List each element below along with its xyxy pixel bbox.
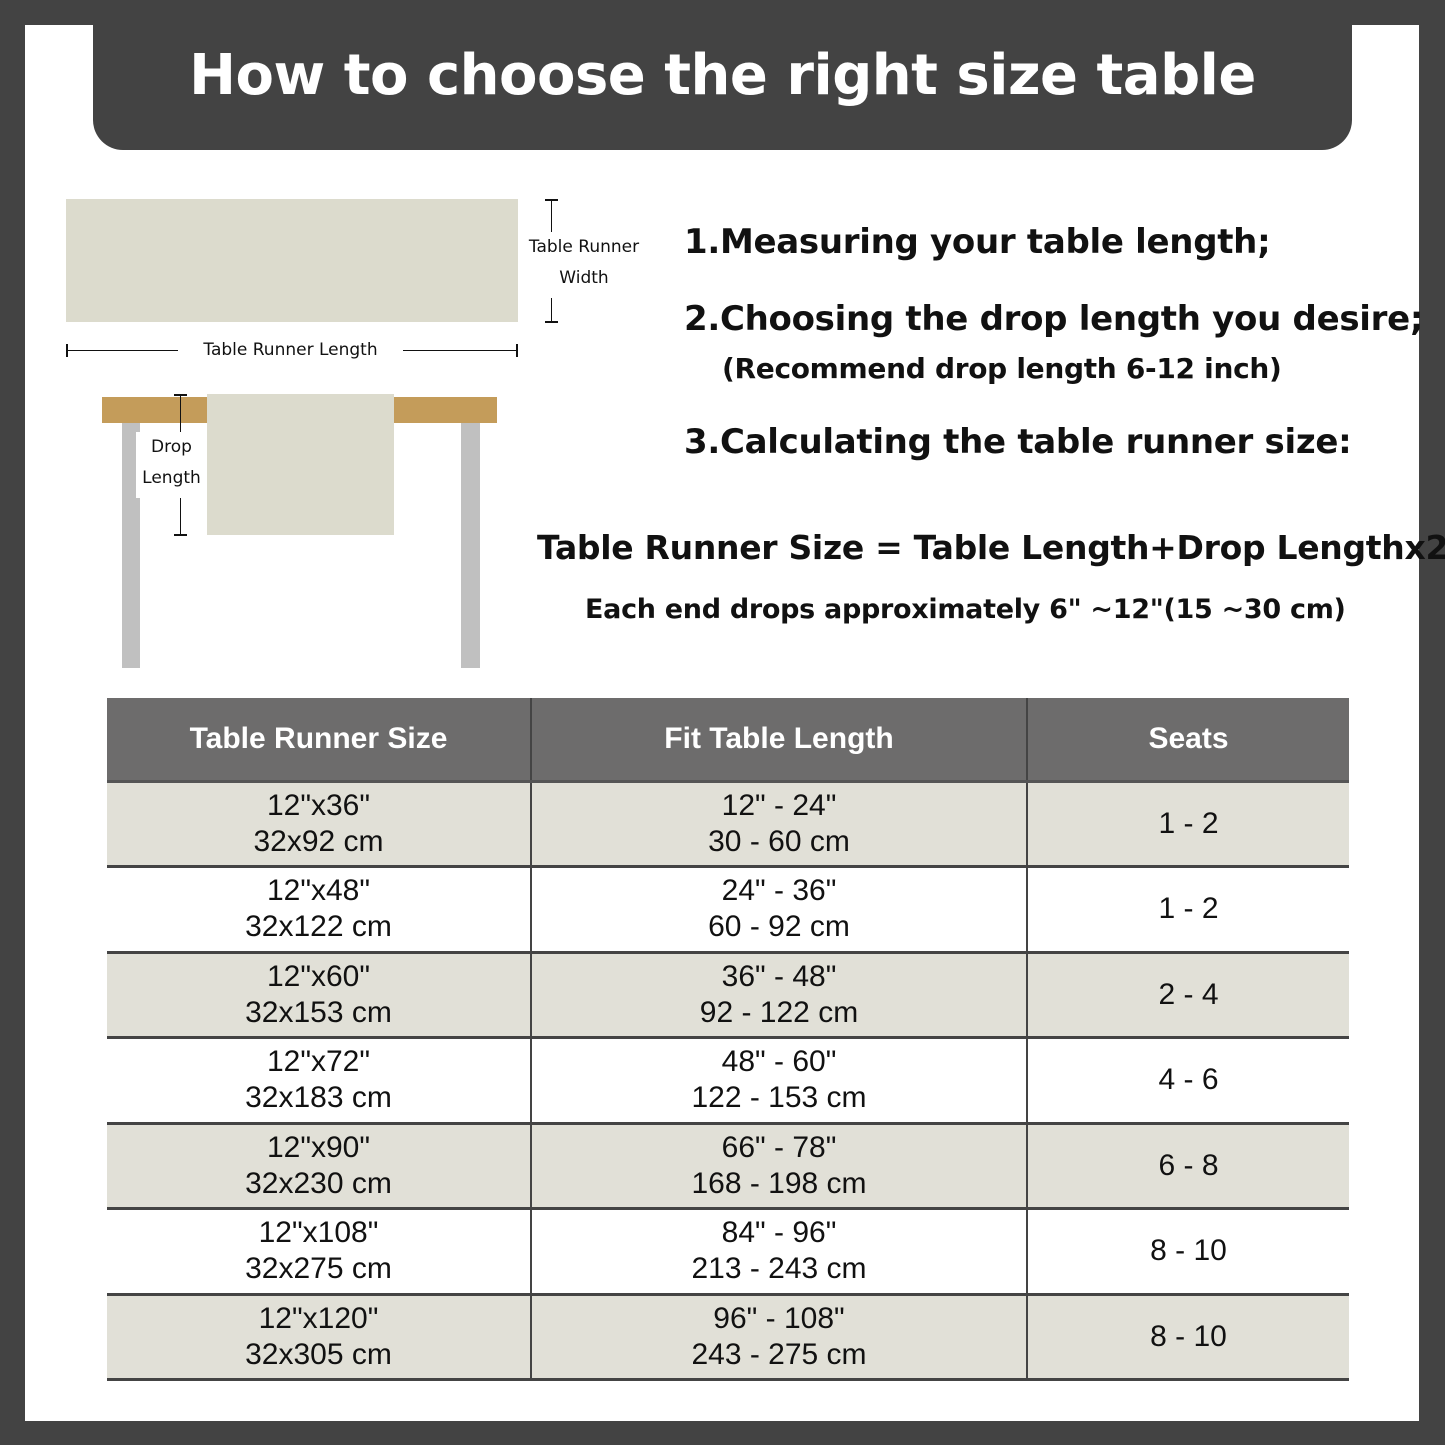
runner-size-cell: 12"x36" 32x92 cm (107, 781, 532, 868)
table-row: 12"x36" 32x92 cm 12" - 24" 30 - 60 cm 1 - … (107, 781, 1349, 868)
drop-label-line2: Length (142, 468, 201, 488)
seats-cell: 4 - 6 (1027, 1037, 1349, 1125)
length-inches: 96" - 108" (713, 1301, 845, 1335)
fit-length-cell: 24" - 36" 60 - 92 cm (531, 866, 1028, 954)
drop-arrow-cap-top (174, 394, 187, 396)
seats-cell: 2 - 4 (1027, 952, 1349, 1039)
header-fit-table-length: Fit Table Length (531, 698, 1028, 783)
seats-cell: 8 - 10 (1027, 1294, 1349, 1381)
formula: Table Runner Size = Table Length+Drop Le… (537, 528, 1445, 567)
width-label-line1: Table Runner (528, 237, 640, 257)
seats-cell: 8 - 10 (1027, 1208, 1349, 1296)
size-inches: 12"x48" (266, 874, 371, 908)
length-inches: 66" - 78" (721, 1130, 837, 1164)
size-inches: 12"x60" (266, 959, 371, 993)
size-cm: 32x92 cm (253, 824, 384, 858)
size-inches: 12"x36" (266, 788, 371, 822)
size-inches: 12"x72" (266, 1045, 371, 1079)
length-cm: 243 - 275 cm (691, 1337, 867, 1371)
table-row: 12"x72" 32x183 cm 48" - 60" 122 - 153 cm 4… (107, 1037, 1349, 1125)
runner-size-cell: 12"x108" 32x275 cm (107, 1208, 532, 1296)
fit-length-cell: 48" - 60" 122 - 153 cm (531, 1037, 1028, 1125)
size-cm: 32x183 cm (245, 1081, 392, 1115)
fit-length-cell: 12" - 24" 30 - 60 cm (531, 781, 1028, 868)
runner-size-cell: 12"x120" 32x305 cm (107, 1294, 532, 1381)
runner-size-cell: 12"x60" 32x153 cm (107, 952, 532, 1039)
drop-arrow-cap-bottom (174, 534, 187, 536)
length-inches: 84" - 96" (721, 1216, 837, 1250)
seats-cell: 1 - 2 (1027, 866, 1349, 954)
step-3: 3.Calculating the table runner size: (684, 422, 1352, 462)
length-cm: 168 - 198 cm (691, 1166, 867, 1200)
table-row: 12"x48" 32x122 cm 24" - 36" 60 - 92 cm 1 -… (107, 866, 1349, 954)
length-cm: 92 - 122 cm (699, 995, 859, 1029)
runner-drop-illustration (207, 394, 394, 535)
length-cm: 30 - 60 cm (708, 824, 850, 858)
fit-length-cell: 84" - 96" 213 - 243 cm (531, 1208, 1028, 1296)
length-arrow-cap-left (66, 344, 68, 357)
drop-label: Drop Length (136, 432, 207, 498)
fit-length-cell: 66" - 78" 168 - 198 cm (531, 1123, 1028, 1210)
table-row: 12"x90" 32x230 cm 66" - 78" 168 - 198 cm 6… (107, 1123, 1349, 1210)
size-cm: 32x153 cm (245, 995, 392, 1029)
seats-cell: 1 - 2 (1027, 781, 1349, 868)
size-cm: 32x305 cm (245, 1337, 392, 1371)
runner-size-cell: 12"x90" 32x230 cm (107, 1123, 532, 1210)
table-leg-left (122, 423, 140, 668)
length-label: Table Runner Length (178, 335, 403, 366)
table-row: 12"x120" 32x305 cm 96" - 108" 243 - 275 cm… (107, 1294, 1349, 1381)
length-cm: 60 - 92 cm (708, 910, 850, 944)
table-row: 12"x108" 32x275 cm 84" - 96" 213 - 243 cm … (107, 1208, 1349, 1296)
runner-size-cell: 12"x48" 32x122 cm (107, 866, 532, 954)
step-2-note: (Recommend drop length 6-12 inch) (722, 352, 1282, 385)
header-seats: Seats (1027, 698, 1349, 783)
length-inches: 12" - 24" (721, 788, 837, 822)
length-cm: 213 - 243 cm (691, 1252, 867, 1286)
size-cm: 32x275 cm (245, 1252, 392, 1286)
width-arrow-cap-top (545, 199, 558, 201)
drop-label-line1: Drop (151, 437, 192, 457)
table-row: 12"x60" 32x153 cm 36" - 48" 92 - 122 cm 2 … (107, 952, 1349, 1039)
fit-length-cell: 36" - 48" 92 - 122 cm (531, 952, 1028, 1039)
size-table: Table Runner Size Fit Table Length Seats… (107, 698, 1349, 1381)
header-runner-size: Table Runner Size (107, 698, 532, 783)
size-inches: 12"x108" (258, 1216, 379, 1250)
size-inches: 12"x90" (266, 1130, 371, 1164)
runner-illustration (66, 199, 518, 322)
width-label: Table Runner Width (522, 232, 646, 298)
length-cm: 122 - 153 cm (691, 1081, 867, 1115)
length-arrow-cap-right (516, 344, 518, 357)
width-arrow-cap-bottom (545, 321, 558, 323)
size-cm: 32x122 cm (245, 910, 392, 944)
table-header-row: Table Runner Size Fit Table Length Seats (107, 698, 1349, 783)
length-inches: 24" - 36" (721, 874, 837, 908)
step-1: 1.Measuring your table length; (684, 222, 1271, 262)
width-label-line2: Width (559, 268, 609, 288)
length-inches: 48" - 60" (721, 1045, 837, 1079)
size-inches: 12"x120" (258, 1301, 379, 1335)
fit-length-cell: 96" - 108" 243 - 275 cm (531, 1294, 1028, 1381)
seats-cell: 6 - 8 (1027, 1123, 1349, 1210)
length-inches: 36" - 48" (721, 959, 837, 993)
page-title: How to choose the right size table runne… (93, 25, 1352, 210)
drop-note: Each end drops approximately 6" ~12"(15 … (585, 594, 1346, 625)
size-cm: 32x230 cm (245, 1166, 392, 1200)
runner-size-cell: 12"x72" 32x183 cm (107, 1037, 532, 1125)
table-leg-right (461, 423, 480, 668)
step-2: 2.Choosing the drop length you desire; (684, 299, 1424, 339)
